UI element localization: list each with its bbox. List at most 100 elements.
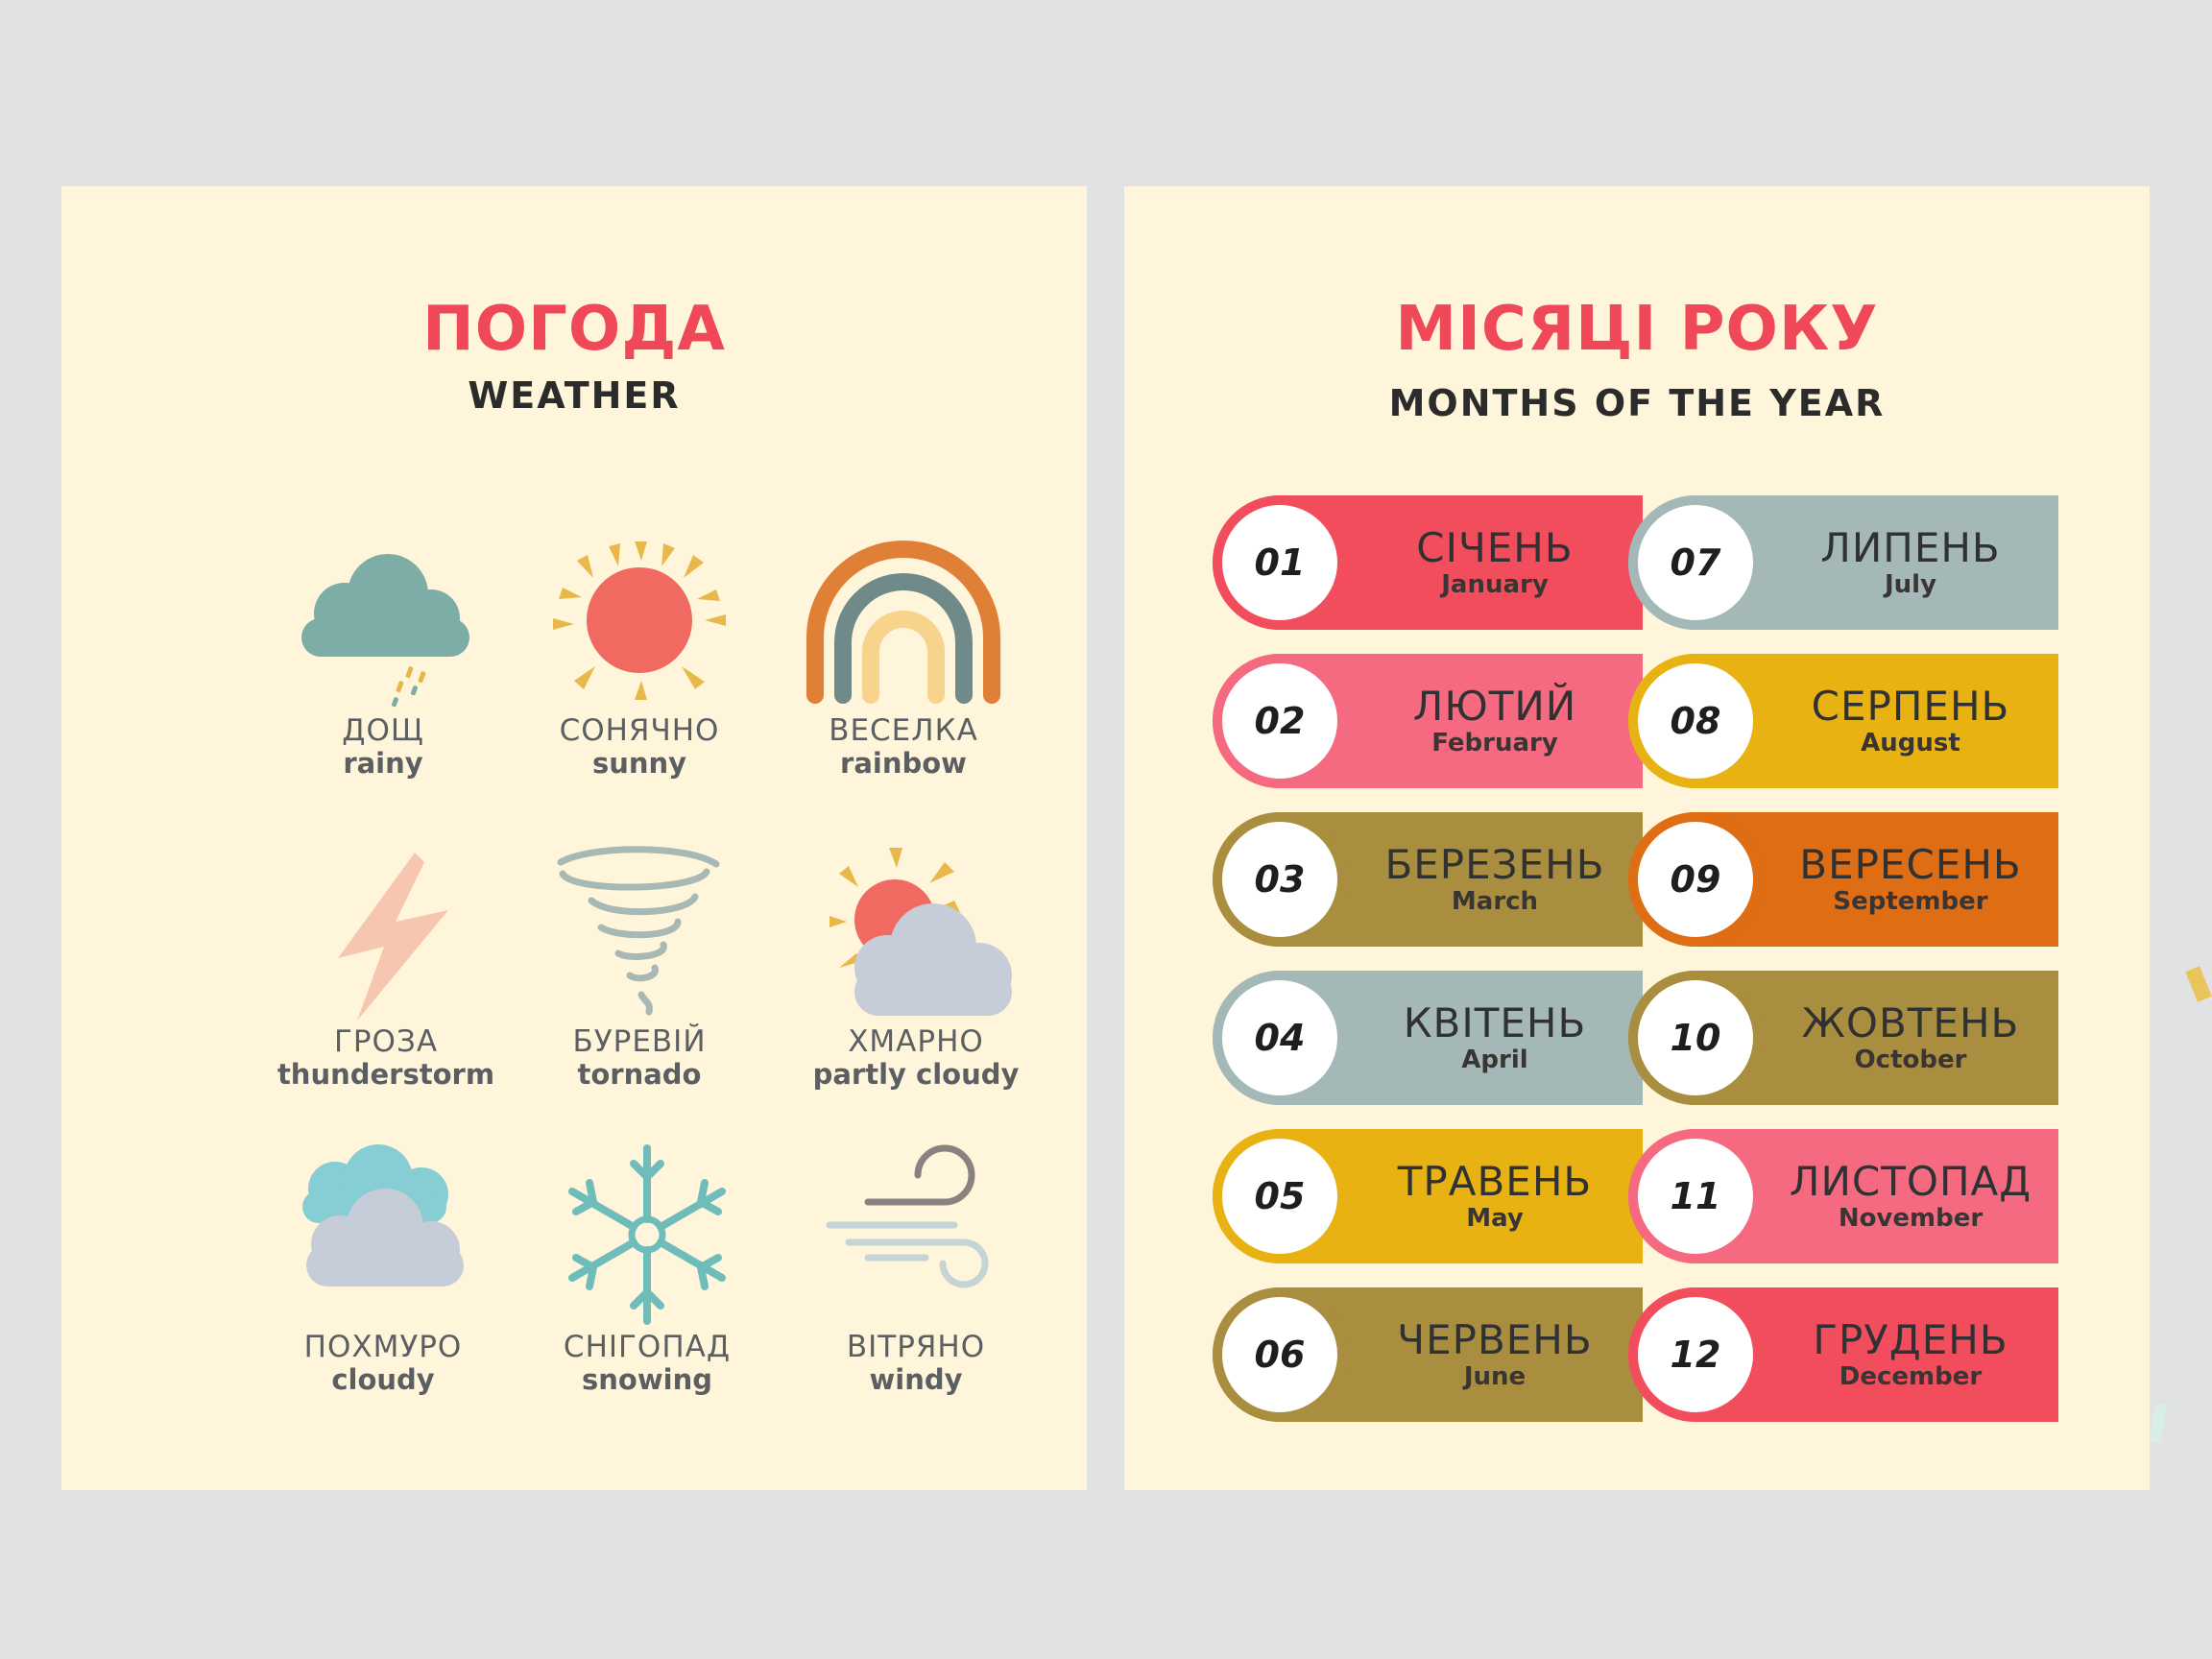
- rain-cloud-icon: [301, 554, 469, 708]
- month-label-ua: БЕРЕЗЕНЬ: [1384, 841, 1605, 888]
- month-label-ua: СЕРПЕНЬ: [1811, 683, 2010, 730]
- weather-label-ua: ГРОЗА: [333, 1024, 439, 1059]
- month-labels: ЧЕРВЕНЬ June: [1347, 1316, 1643, 1392]
- months-title: МІСЯЦІ РОКУ: [1395, 294, 1879, 365]
- month-number-badge: 02: [1213, 654, 1347, 788]
- weather-item-tornado: БУРЕВІЙ tornado: [515, 833, 764, 1091]
- month-number-badge: 07: [1628, 495, 1763, 630]
- weather-item-cloudy: ПОХМУРО cloudy: [258, 1139, 508, 1396]
- weather-label-en: windy: [869, 1363, 963, 1396]
- month-labels: СІЧЕНЬ January: [1347, 524, 1643, 600]
- sun-cloud-icon: [830, 848, 1012, 1016]
- month-label-en: September: [1833, 887, 1988, 916]
- weather-label-ua: БУРЕВІЙ: [572, 1024, 707, 1059]
- month-pill: 09 ВЕРЕСЕНЬ September: [1628, 812, 2058, 947]
- month-number-badge: 05: [1213, 1129, 1347, 1263]
- month-label-ua: ЛИСТОПАД: [1789, 1158, 2032, 1205]
- wind-icon: [826, 1144, 989, 1288]
- month-number-badge: 12: [1628, 1287, 1763, 1422]
- month-label-en: May: [1466, 1204, 1524, 1233]
- month-number-badge: 01: [1213, 495, 1347, 630]
- month-number: 09: [1670, 858, 1721, 901]
- decorative-shape: [2149, 1403, 2168, 1443]
- weather-item-sunny: СОНЯЧНО sunny: [515, 522, 764, 780]
- weather-label-ua: ВЕСЕЛКА: [829, 713, 978, 748]
- weather-label-ua: ВІТРЯНО: [846, 1330, 986, 1364]
- weather-label-en: rainbow: [840, 747, 967, 780]
- month-label-en: January: [1441, 570, 1549, 599]
- weather-item-thunderstorm: ГРОЗА thunderstorm: [261, 833, 511, 1091]
- month-label-ua: ЖОВТЕНЬ: [1801, 999, 2020, 1046]
- weather-card: ПОГОДА WEATHER ДОЩ rainy: [61, 186, 1087, 1490]
- weather-item-snowing: СНІГОПАД snowing: [522, 1139, 772, 1396]
- months-subtitle: MONTHS OF THE YEAR: [1388, 382, 1886, 424]
- month-label-ua: ЧЕРВЕНЬ: [1397, 1316, 1593, 1363]
- weather-label-ua: ПОХМУРО: [303, 1330, 463, 1364]
- month-label-ua: КВІТЕНЬ: [1403, 999, 1587, 1046]
- month-label-en: November: [1838, 1204, 1984, 1233]
- month-number-badge: 06: [1213, 1287, 1347, 1422]
- weather-item-partly-cloudy: ХМАРНО partly cloudy: [791, 833, 1041, 1091]
- month-label-en: June: [1463, 1362, 1527, 1391]
- month-label-en: October: [1854, 1046, 1967, 1074]
- weather-label-en: snowing: [582, 1363, 712, 1396]
- month-label-ua: ГРУДЕНЬ: [1813, 1316, 2008, 1363]
- month-number-badge: 04: [1213, 971, 1347, 1105]
- month-number: 11: [1670, 1175, 1721, 1217]
- month-number: 05: [1254, 1175, 1306, 1217]
- month-pill: 12 ГРУДЕНЬ December: [1628, 1287, 2058, 1422]
- month-number-badge: 09: [1628, 812, 1763, 947]
- weather-label-ua: СНІГОПАД: [563, 1330, 732, 1364]
- month-label-en: March: [1451, 887, 1539, 916]
- month-number: 10: [1670, 1017, 1721, 1059]
- month-labels: ЖОВТЕНЬ October: [1763, 999, 2058, 1075]
- month-number-badge: 11: [1628, 1129, 1763, 1263]
- tornado-icon: [557, 846, 720, 1016]
- month-labels: СЕРПЕНЬ August: [1763, 683, 2058, 758]
- weather-label-en: tornado: [577, 1058, 702, 1091]
- month-pill: 05 ТРАВЕНЬ May: [1213, 1129, 1643, 1263]
- month-label-en: April: [1461, 1046, 1528, 1074]
- month-label-ua: ЛИПЕНЬ: [1820, 524, 2001, 571]
- month-pill: 04 КВІТЕНЬ April: [1213, 971, 1643, 1105]
- month-pill: 11 ЛИСТОПАД November: [1628, 1129, 2058, 1263]
- lightning-icon: [338, 853, 448, 1021]
- month-label-ua: ВЕРЕСЕНЬ: [1799, 841, 2022, 888]
- month-pill: 03 БЕРЕЗЕНЬ March: [1213, 812, 1643, 947]
- month-labels: ЛИПЕНЬ July: [1763, 524, 2058, 600]
- month-number-badge: 08: [1628, 654, 1763, 788]
- month-label-en: February: [1431, 729, 1558, 757]
- month-labels: ГРУДЕНЬ December: [1763, 1316, 2058, 1392]
- month-pill: 02 ЛЮТИЙ February: [1213, 654, 1643, 788]
- month-number-badge: 10: [1628, 971, 1763, 1105]
- month-number: 06: [1254, 1334, 1306, 1376]
- weather-title: ПОГОДА: [422, 294, 726, 365]
- weather-item-rainbow: ВЕСЕЛКА rainbow: [779, 522, 1028, 780]
- snowflake-icon: [568, 1144, 726, 1325]
- month-labels: ЛИСТОПАД November: [1763, 1158, 2058, 1234]
- month-label-en: August: [1861, 729, 1960, 757]
- weather-label-en: rainy: [343, 747, 423, 780]
- month-number: 08: [1670, 700, 1721, 742]
- month-labels: ТРАВЕНЬ May: [1347, 1160, 1643, 1234]
- month-number: 04: [1254, 1017, 1306, 1059]
- month-number: 03: [1254, 858, 1306, 901]
- weather-item-rainy: ДОЩ rainy: [258, 522, 508, 780]
- month-pill: 10 ЖОВТЕНЬ October: [1628, 971, 2058, 1105]
- month-number: 12: [1670, 1334, 1721, 1376]
- month-label-ua: СІЧЕНЬ: [1416, 524, 1574, 571]
- month-label-en: December: [1839, 1362, 1983, 1391]
- month-label-en: July: [1884, 570, 1937, 599]
- weather-subtitle: WEATHER: [468, 374, 681, 417]
- month-number: 02: [1254, 700, 1306, 742]
- weather-label-en: sunny: [591, 747, 687, 780]
- month-label-ua: ЛЮТИЙ: [1412, 683, 1577, 730]
- month-number: 07: [1670, 541, 1721, 584]
- month-labels: БЕРЕЗЕНЬ March: [1347, 841, 1643, 917]
- months-card: МІСЯЦІ РОКУ MONTHS OF THE YEAR 01 СІЧЕНЬ J…: [1124, 186, 2150, 1490]
- rainbow-icon: [806, 541, 1000, 704]
- sun-icon: [553, 541, 726, 700]
- month-pill: 06 ЧЕРВЕНЬ June: [1213, 1287, 1643, 1422]
- month-number-badge: 03: [1213, 812, 1347, 947]
- month-pill: 01 СІЧЕНЬ January: [1213, 495, 1643, 630]
